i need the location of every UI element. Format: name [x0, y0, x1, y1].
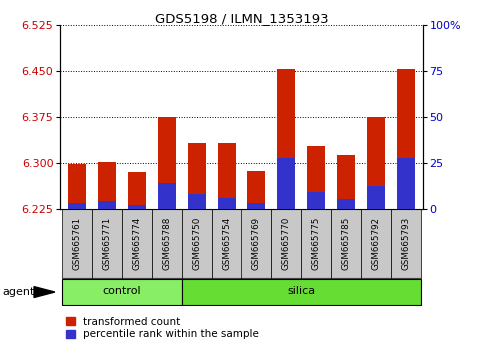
Text: GSM665774: GSM665774 [132, 217, 141, 270]
Bar [271, 209, 301, 278]
Bar [361, 209, 391, 278]
Bar [242, 209, 271, 278]
Bar [247, 203, 266, 209]
Bar [68, 164, 86, 209]
Bar [98, 162, 116, 209]
Bar [128, 172, 146, 209]
Bar [247, 171, 266, 209]
Bar [391, 209, 421, 278]
Text: control: control [102, 286, 141, 297]
Text: GSM665761: GSM665761 [72, 217, 81, 270]
Bar [367, 185, 385, 209]
Bar [187, 194, 206, 209]
Bar [157, 117, 176, 209]
Polygon shape [34, 287, 55, 297]
Bar [337, 155, 355, 209]
Bar [307, 192, 326, 209]
Bar [68, 203, 86, 209]
Text: GSM665770: GSM665770 [282, 217, 291, 270]
Text: GSM665792: GSM665792 [372, 217, 381, 270]
Bar [277, 158, 296, 209]
Bar [337, 199, 355, 209]
Text: GSM665754: GSM665754 [222, 217, 231, 270]
Text: GSM665785: GSM665785 [342, 217, 351, 270]
Bar [277, 69, 296, 209]
Bar [397, 158, 415, 209]
Bar [92, 209, 122, 278]
Bar [182, 209, 212, 278]
Bar [217, 198, 236, 209]
Bar [157, 183, 176, 209]
Text: agent: agent [2, 287, 35, 297]
Text: GSM665793: GSM665793 [402, 217, 411, 270]
Bar [62, 279, 182, 305]
Bar [182, 279, 421, 305]
Text: GSM665769: GSM665769 [252, 217, 261, 270]
Text: GDS5198 / ILMN_1353193: GDS5198 / ILMN_1353193 [155, 12, 328, 25]
Text: GSM665775: GSM665775 [312, 217, 321, 270]
Bar [217, 143, 236, 209]
Bar [98, 201, 116, 209]
Bar [212, 209, 242, 278]
Bar [62, 209, 92, 278]
Bar [397, 69, 415, 209]
Bar [307, 145, 326, 209]
Text: GSM665750: GSM665750 [192, 217, 201, 270]
Bar [122, 209, 152, 278]
Bar [187, 143, 206, 209]
Bar [128, 205, 146, 209]
Text: GSM665788: GSM665788 [162, 217, 171, 270]
Legend: transformed count, percentile rank within the sample: transformed count, percentile rank withi… [66, 317, 259, 339]
Text: GSM665771: GSM665771 [102, 217, 111, 270]
Bar [367, 117, 385, 209]
Text: silica: silica [287, 286, 315, 297]
Bar [331, 209, 361, 278]
Bar [301, 209, 331, 278]
Bar [152, 209, 182, 278]
